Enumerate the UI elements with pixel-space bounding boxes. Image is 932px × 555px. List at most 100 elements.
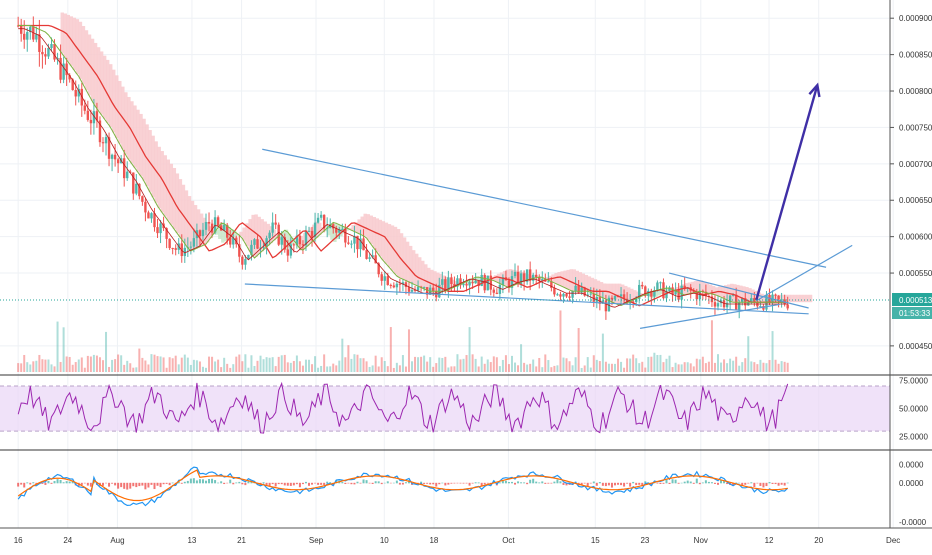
cloud-segment	[287, 233, 292, 248]
price-tick-label: 0.000850	[899, 51, 932, 60]
candle-body	[129, 171, 132, 173]
macd-histogram-bar	[771, 482, 774, 484]
volume-bar	[59, 361, 62, 372]
cloud-segment	[263, 221, 267, 249]
candle-body	[489, 275, 492, 290]
macd-histogram-bar	[223, 482, 226, 485]
breakout-trendline[interactable]	[756, 244, 853, 302]
projection-arrow-head[interactable]	[808, 82, 821, 98]
volume-bar	[86, 355, 89, 372]
volume-bar	[259, 355, 262, 372]
macd-histogram-bar	[214, 480, 217, 484]
candle-body	[450, 277, 453, 284]
time-tick-label: Aug	[110, 536, 124, 545]
candle-body	[356, 235, 359, 250]
volume-bar	[177, 364, 180, 372]
candle-body	[701, 290, 705, 292]
volume-bar	[211, 356, 214, 372]
candle-body	[259, 247, 262, 249]
macd-histogram-bar	[108, 482, 111, 487]
macd-histogram-bar	[111, 482, 114, 484]
time-tick-label: 24	[63, 536, 72, 545]
volume-bar	[383, 361, 386, 372]
volume-bar	[556, 365, 559, 372]
cloud-segment	[451, 279, 455, 288]
macd-histogram-bar	[668, 482, 671, 484]
triangle-upper[interactable]	[668, 272, 809, 309]
cloud-segment	[381, 221, 386, 261]
candle-body	[62, 63, 65, 80]
descending-channel-lower[interactable]	[244, 283, 809, 315]
volume-bar	[729, 358, 732, 372]
volume-bar	[595, 359, 598, 372]
time-tick-label: 23	[640, 536, 649, 545]
volume-bar	[629, 358, 632, 372]
macd-histogram-bar	[544, 482, 547, 484]
cloud-segment	[354, 222, 358, 233]
countdown-tag	[892, 307, 932, 319]
volume-bar	[683, 362, 686, 372]
candle-body	[138, 183, 141, 197]
descending-channel-upper[interactable]	[262, 148, 827, 268]
candle-body	[207, 221, 211, 224]
drawings[interactable]	[0, 82, 890, 329]
cloud-segment	[733, 284, 737, 303]
cloud-segment	[212, 230, 216, 235]
cloud-segment	[115, 75, 119, 139]
macd-histogram-bar	[186, 480, 189, 484]
volume-bar	[208, 356, 211, 372]
candle-body	[683, 285, 686, 290]
macd-histogram-bar	[520, 482, 523, 484]
candle-body	[226, 224, 229, 238]
cloud-segment	[487, 278, 492, 280]
macd-histogram-bar	[47, 480, 50, 484]
candle-body	[531, 274, 535, 281]
cloud-segment	[614, 283, 619, 304]
macd-histogram-bar	[335, 480, 338, 484]
macd-histogram-bar	[268, 482, 271, 487]
macd-histogram-bar	[565, 482, 568, 486]
triangle-lower[interactable]	[639, 303, 780, 329]
candle-body	[280, 237, 283, 245]
volume-bar	[465, 355, 468, 372]
candle-body	[619, 294, 623, 297]
macd-histogram-bar	[774, 482, 777, 485]
macd-histogram-bar	[350, 482, 353, 485]
candle-body	[74, 89, 77, 97]
macd-histogram-bar	[368, 482, 371, 484]
cloud-segment	[205, 222, 210, 243]
cloud-segment	[566, 269, 570, 290]
candle-body	[519, 273, 523, 285]
cloud-segment	[345, 228, 349, 231]
cloud-segment	[781, 294, 785, 303]
cloud-segment	[324, 229, 328, 232]
candle-body	[210, 223, 214, 233]
volume-bar	[53, 366, 56, 372]
projection-arrow-shaft[interactable]	[755, 84, 819, 301]
candle-body	[456, 278, 459, 287]
macd-histogram-bar	[147, 482, 150, 488]
candle-body	[86, 110, 90, 120]
candle-body	[665, 291, 668, 299]
volume-bar	[401, 355, 404, 372]
candle-body	[607, 297, 611, 312]
candle-body	[159, 223, 162, 234]
cloud-segment	[321, 227, 325, 233]
macd-histogram-bar	[529, 479, 532, 484]
cloud-segment	[296, 238, 301, 247]
macd-histogram-bar	[229, 479, 232, 484]
macd-histogram-bar	[632, 481, 635, 484]
candle-body	[29, 26, 32, 33]
cloud-segment	[281, 231, 286, 246]
candle-body	[507, 280, 511, 288]
macd-histogram-bar	[401, 482, 404, 485]
candle-body	[513, 271, 517, 277]
candle-body	[95, 111, 99, 121]
volume-bar	[50, 364, 53, 372]
candle-body	[459, 278, 462, 286]
price-tick-label: 0.000550	[899, 269, 932, 278]
cloud-segment	[663, 288, 667, 293]
macd-histogram-bar	[650, 482, 653, 486]
macd-histogram-bar	[247, 480, 250, 484]
